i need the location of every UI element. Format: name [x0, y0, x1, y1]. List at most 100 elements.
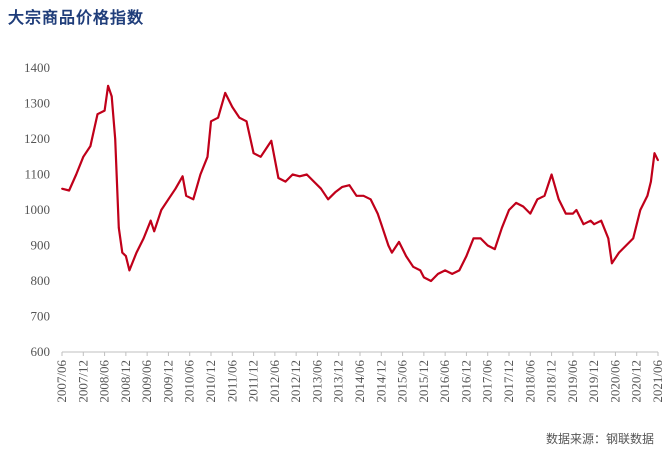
data-point — [430, 280, 432, 282]
x-tick-label: 2010/12 — [203, 360, 218, 403]
data-point — [607, 237, 610, 240]
data-point — [75, 173, 78, 176]
y-tick-label: 1400 — [24, 60, 50, 75]
data-point — [451, 273, 454, 275]
data-point — [575, 209, 578, 211]
x-tick-label: 2014/06 — [352, 360, 367, 403]
data-point — [110, 95, 113, 98]
data-point — [334, 191, 337, 194]
data-point — [231, 106, 234, 108]
x-tick-label: 2019/06 — [565, 360, 580, 403]
data-point — [657, 159, 659, 162]
data-point — [589, 219, 592, 222]
x-tick-label: 2012/06 — [267, 360, 282, 403]
x-tick-label: 2008/06 — [97, 360, 112, 403]
data-point — [107, 84, 109, 87]
y-tick-label: 1100 — [24, 167, 50, 182]
data-point — [543, 194, 546, 197]
x-tick-label: 2021/06 — [650, 360, 665, 403]
data-point — [114, 138, 117, 140]
data-point — [501, 226, 503, 229]
data-point — [167, 198, 170, 201]
data-point — [632, 237, 635, 240]
data-point — [103, 109, 106, 112]
y-axis: 600 700 800 900 1000 1100 1200 1300 1400 — [24, 60, 50, 359]
data-point — [61, 187, 63, 190]
data-point — [391, 251, 393, 254]
data-point — [135, 251, 138, 254]
data-point — [582, 223, 585, 226]
data-point — [320, 187, 322, 190]
data-point — [185, 194, 188, 197]
data-point — [444, 269, 446, 272]
data-point — [298, 175, 301, 178]
data-point — [639, 209, 642, 211]
data-point — [305, 173, 308, 176]
data-point — [68, 189, 70, 192]
data-point — [181, 175, 184, 178]
data-point — [611, 262, 613, 265]
data-point — [550, 173, 553, 176]
x-axis: 2007/06 2007/12 2008/06 2008/12 2009/06 2009/… — [54, 351, 665, 403]
data-point — [217, 116, 220, 119]
data-point — [515, 202, 517, 204]
data-point — [362, 194, 365, 197]
y-tick-label: 1200 — [24, 131, 50, 146]
data-point — [508, 209, 510, 211]
data-point — [653, 152, 656, 155]
data-point — [142, 237, 145, 240]
data-point — [564, 212, 567, 215]
data-point — [465, 255, 468, 257]
data-point — [270, 139, 273, 142]
data-point — [206, 155, 209, 158]
x-tick-label: 2010/06 — [182, 360, 197, 403]
x-tick-label: 2015/06 — [395, 360, 410, 403]
data-point — [472, 237, 475, 240]
data-point — [437, 273, 439, 275]
x-tick-label: 2014/12 — [373, 360, 388, 403]
data-point — [149, 219, 152, 222]
data-point — [82, 155, 85, 158]
data-point — [125, 255, 127, 257]
y-tick-label: 1300 — [24, 96, 50, 111]
x-tick-label: 2019/12 — [586, 360, 601, 403]
data-point — [224, 92, 227, 94]
x-tick-label: 2016/06 — [437, 360, 452, 403]
y-tick-label: 900 — [31, 238, 51, 253]
x-tick-label: 2013/06 — [309, 360, 324, 403]
data-point — [479, 237, 482, 240]
data-point — [486, 244, 489, 247]
data-point — [348, 184, 351, 187]
data-point — [199, 173, 202, 176]
x-tick-label: 2020/12 — [629, 360, 644, 403]
data-point — [355, 194, 358, 197]
data-point — [284, 180, 287, 183]
data-point — [238, 116, 241, 119]
y-tick-label: 600 — [31, 344, 51, 359]
x-tick-label: 2011/06 — [224, 360, 239, 403]
data-point — [153, 230, 156, 233]
y-tick-label: 1000 — [24, 202, 50, 217]
plot-area — [61, 84, 659, 283]
data-point — [618, 251, 620, 254]
x-tick-label: 2015/12 — [416, 360, 431, 403]
data-point — [291, 173, 294, 176]
chart-title: 大宗商品价格指数 — [8, 8, 145, 27]
data-point — [536, 198, 539, 201]
data-point — [419, 269, 422, 272]
data-point — [600, 219, 603, 222]
x-tick-label: 2009/06 — [139, 360, 154, 403]
data-point — [252, 152, 255, 155]
data-point — [89, 145, 92, 148]
data-point — [121, 251, 124, 254]
data-point — [160, 209, 163, 211]
source-note: 数据来源：钢联数据 — [545, 432, 654, 446]
data-point — [557, 198, 560, 201]
data-point — [398, 241, 400, 243]
y-tick-label: 800 — [31, 273, 51, 288]
data-point — [458, 269, 461, 272]
x-tick-label: 2016/12 — [458, 360, 473, 403]
data-point — [572, 212, 574, 215]
data-point — [646, 194, 649, 197]
